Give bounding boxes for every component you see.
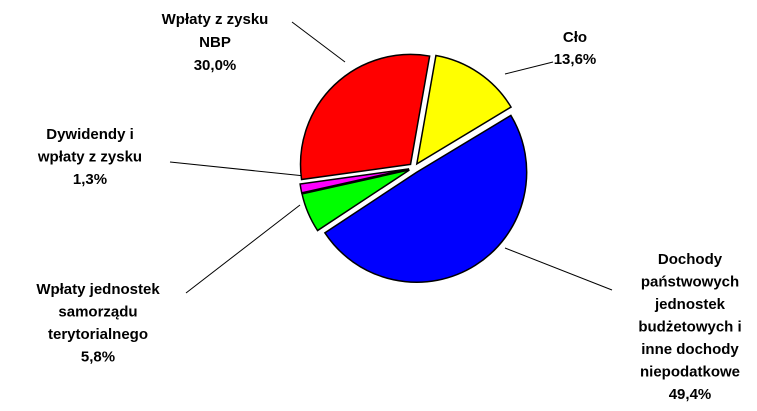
- pie-slice: [301, 169, 410, 232]
- slice-label: niepodatkowe: [640, 363, 740, 380]
- leader-line: [185, 204, 301, 294]
- leader-line: [169, 161, 306, 177]
- leader-line: [291, 21, 346, 63]
- leader-line: [504, 61, 554, 75]
- slice-label: Wpłaty z zysku: [162, 11, 269, 28]
- pie-slice: [299, 168, 410, 194]
- slice-label: samorządu: [58, 303, 137, 320]
- slice-label: państwowych: [641, 273, 739, 290]
- pie-slice: [299, 53, 431, 181]
- pie-slice: [323, 114, 528, 283]
- value-label: 30,0%: [194, 57, 237, 74]
- slice-label: budżetowych i: [638, 318, 741, 335]
- value-label: 5,8%: [81, 348, 115, 365]
- slice-label: wpłaty z zysku: [37, 148, 142, 165]
- slice-label: Wpłaty jednostek: [36, 281, 160, 298]
- value-label: 1,3%: [73, 171, 107, 188]
- slice-label: NBP: [199, 34, 231, 51]
- slice-label: inne dochody: [641, 341, 739, 358]
- slice-label: Dochody: [658, 251, 723, 268]
- slice-label: terytorialnego: [48, 326, 148, 343]
- value-label: 13,6%: [554, 51, 597, 68]
- value-label: 49,4%: [669, 386, 712, 403]
- leader-line: [504, 247, 613, 291]
- slice-label: jednostek: [654, 296, 726, 313]
- slice-label: Dywidendy i: [46, 126, 134, 143]
- pie-slice: [415, 54, 513, 166]
- slice-label: Cło: [563, 29, 587, 46]
